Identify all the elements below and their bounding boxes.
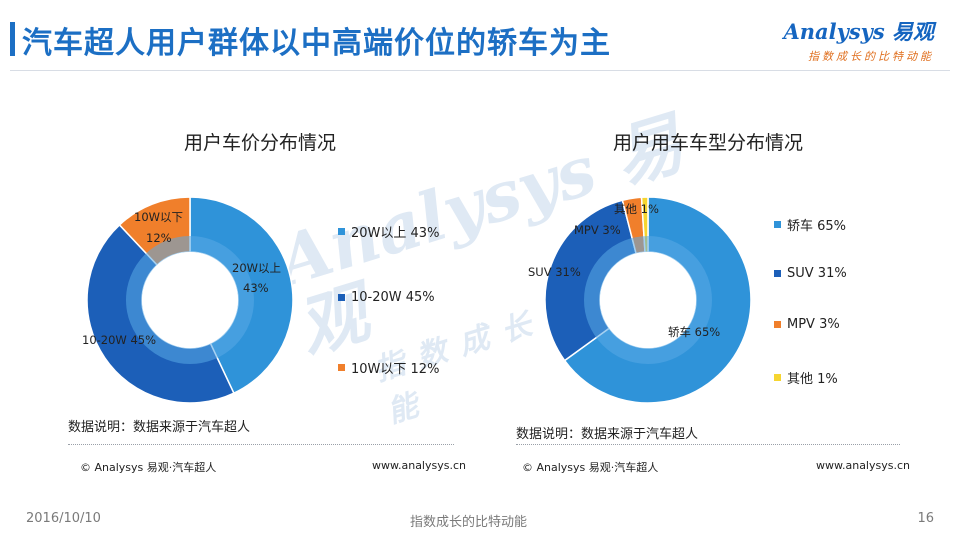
donut-0-hole	[142, 252, 238, 348]
data-note-type: 数据说明：数据来源于汽车超人	[516, 427, 699, 442]
legend-1-text-2: MPV 3%	[787, 317, 840, 332]
dotted-divider-type	[516, 444, 900, 445]
donut-1-inner-ring	[584, 236, 712, 364]
legend-1-swatch-0	[774, 221, 781, 228]
legend-1-swatch-2	[774, 321, 781, 328]
legend-1-text-0: 轿车 65%	[787, 219, 847, 234]
donut-0-label-1: 10-20W 45%	[82, 333, 156, 347]
legend-0-item-2: 10W以下 12%	[338, 358, 439, 377]
logo-slogan: 指数成长的比特动能	[808, 50, 934, 63]
title-accent-bar	[10, 22, 15, 56]
copyright-type: © Analysys 易观·汽车超人	[522, 461, 659, 474]
legend-0-text-1: 10-20W 45%	[351, 290, 435, 305]
page-number: 16	[917, 511, 934, 526]
donut-0-pct-0: 43%	[243, 281, 269, 295]
data-note-price: 数据说明：数据来源于汽车超人	[68, 420, 251, 435]
logo-wordmark: Analysys 易观	[783, 19, 934, 44]
analysys-logo: Analysys 易观 指数成长的比特动能	[783, 16, 934, 64]
site-url-price: www.analysys.cn	[372, 459, 466, 472]
chart-title-type: 用户用车车型分布情况	[612, 132, 803, 154]
legend-1-swatch-3	[774, 374, 781, 381]
chart-title-price: 用户车价分布情况	[183, 132, 336, 154]
legend-0-swatch-1	[338, 294, 345, 301]
legend-1-item-2: MPV 3%	[774, 317, 840, 332]
legend-0-swatch-0	[338, 228, 345, 235]
footer-date: 2016/10/10	[26, 511, 101, 526]
legend-0-item-1: 10-20W 45%	[338, 290, 435, 305]
donut-1-label-1: SUV 31%	[528, 265, 581, 279]
donut-0-inner-ring	[126, 236, 254, 364]
donut-0-label-2: 10W以下	[134, 210, 183, 224]
legend-0-text-2: 10W以下 12%	[351, 362, 440, 377]
donut-chart-price: 20W以上 43% 10-20W 45% 10W以下 12%	[82, 196, 294, 404]
legend-1-item-1: SUV 31%	[774, 266, 847, 281]
legend-0-item-0: 20W以上 43%	[338, 222, 439, 241]
donut-1-label-0: 轿车 65%	[668, 325, 720, 339]
legend-1-text-3: 其他 1%	[787, 372, 838, 387]
donut-1-hole	[600, 252, 696, 348]
legend-1-item-3: 其他 1%	[774, 368, 838, 387]
chart-panel-type: 用户用车车型分布情况 轿车 65% SUV 31% MPV 3% 其他 1% 轿车 6…	[480, 0, 960, 540]
header-divider	[10, 70, 950, 71]
donut-1-label-3: 其他 1%	[614, 202, 659, 216]
page-title: 汽车超人用户群体以中高端价位的轿车为主	[22, 26, 611, 61]
legend-1-text-1: SUV 31%	[787, 266, 847, 281]
copyright-price: © Analysys 易观·汽车超人	[80, 461, 217, 474]
chart-panel-price: 用户车价分布情况 20W以上 43% 10-20W 45% 10W以下 12% 20W以…	[68, 132, 466, 474]
legend-0-text-0: 20W以上 43%	[351, 226, 440, 241]
dotted-divider-price	[68, 444, 454, 445]
site-url-type: www.analysys.cn	[816, 459, 910, 472]
donut-1-label-2: MPV 3%	[574, 223, 621, 237]
footer-slogan: 指数成长的比特动能	[410, 515, 528, 530]
legend-1-swatch-1	[774, 270, 781, 277]
donut-0-pct-2: 12%	[146, 231, 172, 245]
donut-0-label-0: 20W以上	[232, 261, 281, 275]
legend-1-item-0: 轿车 65%	[774, 215, 846, 234]
donut-chart-type: 轿车 65% SUV 31% MPV 3% 其他 1%	[528, 196, 752, 404]
legend-0-swatch-2	[338, 364, 345, 371]
